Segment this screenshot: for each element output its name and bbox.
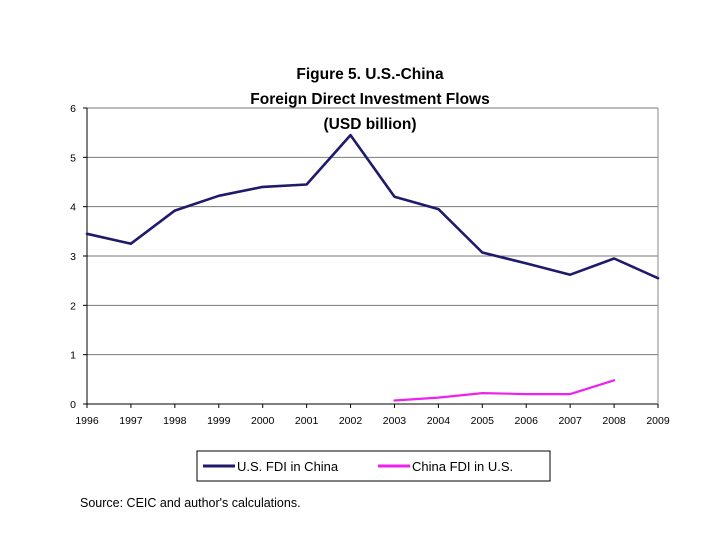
- y-axis-ticks: 0 1 2 3 4 5 6: [70, 103, 87, 411]
- x-tick-label: 1996: [75, 415, 99, 427]
- x-tick-label: 2000: [251, 415, 275, 427]
- x-tick-label: 2002: [339, 415, 363, 427]
- chart-title-line-2: Foreign Direct Investment Flows: [250, 91, 489, 108]
- data-point-series-0: [349, 134, 352, 137]
- gridlines: [87, 107, 658, 356]
- data-point-series-0: [86, 232, 88, 235]
- x-tick-label: 2005: [471, 415, 495, 427]
- legend: U.S. FDI in China China FDI in U.S.: [196, 450, 551, 482]
- data-point-series-1: [393, 399, 396, 402]
- x-tick-label: 1999: [207, 415, 231, 427]
- data-point-series-0: [437, 208, 440, 211]
- x-tick-label: 2001: [295, 415, 319, 427]
- x-tick-label: 1998: [163, 415, 187, 427]
- series-lines: [85, 133, 660, 402]
- y-tick-label: 2: [70, 300, 76, 312]
- legend-box: [196, 450, 551, 482]
- data-point-series-0: [657, 277, 659, 280]
- x-axis-ticks: 1996 1997 1998 1999 2000 2001 2002 2003 2004 2005…: [75, 404, 670, 427]
- y-tick-label: 6: [70, 103, 76, 115]
- x-tick-label: 2008: [602, 415, 626, 427]
- data-point-series-1: [525, 393, 528, 396]
- data-point-series-0: [569, 273, 572, 276]
- y-tick-label: 3: [70, 251, 76, 263]
- x-tick-label: 2006: [515, 415, 539, 427]
- data-point-series-1: [569, 393, 572, 396]
- source-note: Source: CEIC and author's calculations.: [80, 496, 301, 510]
- data-point-series-0: [261, 186, 264, 188]
- data-point-series-0: [613, 257, 615, 260]
- legend-label-china-fdi: China FDI in U.S.: [412, 459, 513, 474]
- series-line-0: [85, 133, 660, 280]
- y-tick-label: 4: [70, 202, 76, 214]
- x-tick-label: 2003: [383, 415, 407, 427]
- y-tick-label: 1: [70, 350, 76, 362]
- x-tick-label: 2007: [558, 415, 582, 427]
- data-point-series-1: [613, 379, 615, 382]
- y-tick-label: 0: [70, 399, 76, 411]
- y-tick-label: 5: [70, 152, 76, 164]
- x-tick-label: 2004: [427, 415, 451, 427]
- data-point-series-0: [173, 209, 176, 212]
- data-point-series-0: [305, 183, 308, 186]
- data-point-series-0: [217, 194, 220, 197]
- chart-title-line-1: Figure 5. U.S.-China: [296, 66, 444, 83]
- legend-label-us-fdi: U.S. FDI in China: [237, 459, 339, 474]
- data-point-series-1: [481, 392, 484, 395]
- series-line-1: [393, 379, 616, 402]
- chart-title-line-3: (USD billion): [324, 116, 417, 133]
- data-point-series-0: [525, 262, 528, 265]
- data-point-series-0: [393, 195, 396, 198]
- x-tick-label: 2009: [646, 415, 670, 427]
- data-point-series-1: [437, 396, 440, 399]
- data-point-series-0: [130, 242, 132, 245]
- x-tick-label: 1997: [119, 415, 143, 427]
- data-point-series-0: [481, 251, 484, 254]
